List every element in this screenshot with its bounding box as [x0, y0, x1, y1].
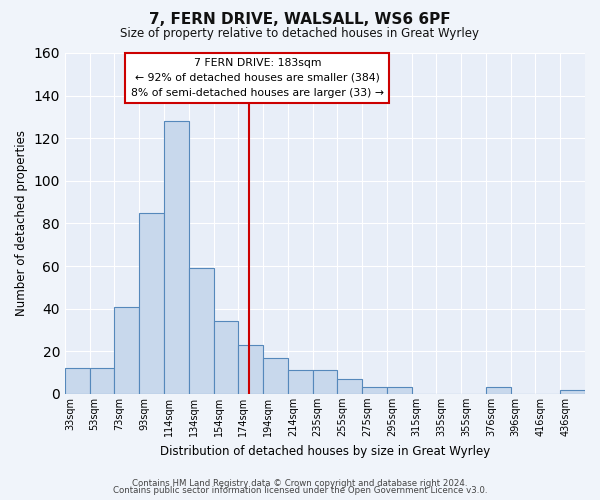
Bar: [288, 370, 313, 394]
Text: Size of property relative to detached houses in Great Wyrley: Size of property relative to detached ho…: [121, 28, 479, 40]
Bar: [139, 213, 164, 394]
Text: Contains public sector information licensed under the Open Government Licence v3: Contains public sector information licen…: [113, 486, 487, 495]
Bar: [313, 370, 337, 394]
Bar: [362, 388, 387, 394]
Bar: [238, 345, 263, 394]
Bar: [164, 121, 189, 394]
Bar: [115, 306, 139, 394]
Text: Contains HM Land Registry data © Crown copyright and database right 2024.: Contains HM Land Registry data © Crown c…: [132, 478, 468, 488]
Bar: [189, 268, 214, 394]
Y-axis label: Number of detached properties: Number of detached properties: [15, 130, 28, 316]
Bar: [560, 390, 585, 394]
Bar: [89, 368, 115, 394]
Bar: [214, 322, 238, 394]
Text: 7 FERN DRIVE: 183sqm
← 92% of detached houses are smaller (384)
8% of semi-detac: 7 FERN DRIVE: 183sqm ← 92% of detached h…: [131, 58, 384, 98]
Bar: [486, 388, 511, 394]
Bar: [263, 358, 288, 394]
Text: 7, FERN DRIVE, WALSALL, WS6 6PF: 7, FERN DRIVE, WALSALL, WS6 6PF: [149, 12, 451, 28]
Bar: [387, 388, 412, 394]
X-axis label: Distribution of detached houses by size in Great Wyrley: Distribution of detached houses by size …: [160, 444, 490, 458]
Bar: [65, 368, 89, 394]
Bar: [337, 379, 362, 394]
